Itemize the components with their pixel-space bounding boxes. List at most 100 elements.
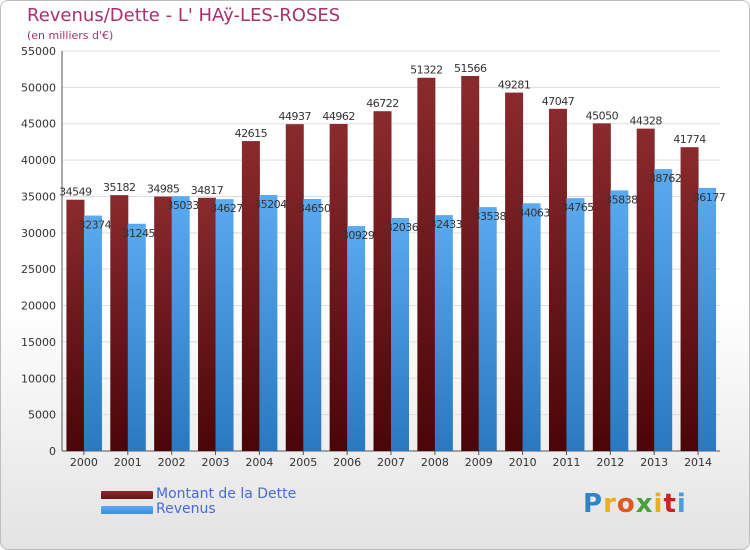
logo-letter: i: [676, 489, 687, 519]
chart-subtitle: (en milliers d'€): [27, 29, 114, 42]
bar-debt: [198, 197, 217, 451]
data-label-revenue: 30929: [342, 229, 375, 242]
bar-revenue: [259, 194, 278, 452]
bar-revenue: [654, 169, 673, 451]
data-label-debt: 46722: [366, 97, 399, 110]
x-tick-label: 2000: [70, 456, 98, 469]
data-label-debt: 44328: [629, 115, 662, 128]
y-tick-label: 35000: [21, 190, 56, 203]
logo-letter: i: [653, 489, 664, 519]
logo-letter: o: [616, 489, 636, 519]
legend-label-revenue: Revenus: [156, 501, 216, 517]
x-tick-label: 2005: [289, 456, 317, 469]
x-tick-label: 2013: [640, 456, 668, 469]
bar-debt: [461, 75, 480, 451]
data-label-revenue: 35204: [254, 198, 287, 211]
bar-revenue: [215, 199, 234, 451]
bar-revenue: [566, 198, 585, 451]
bar-revenue: [347, 226, 366, 451]
data-label-revenue: 34627: [210, 202, 243, 215]
logo-letter: x: [635, 489, 654, 519]
x-tick-label: 2004: [245, 456, 273, 469]
bar-revenue: [698, 187, 717, 452]
logo-letter: P: [583, 489, 604, 519]
legend-item-revenue: Revenus: [101, 502, 296, 517]
proxiti-logo: Proxiti: [583, 489, 687, 519]
bar-debt: [636, 128, 655, 451]
logo-letter: t: [663, 489, 677, 519]
chart-title: Revenus/Dette - L' HAÿ-LES-ROSES: [27, 5, 341, 26]
x-tick-label: 2008: [421, 456, 449, 469]
data-label-debt: 42615: [235, 127, 268, 140]
data-label-debt: 34985: [147, 183, 180, 196]
legend-swatch-debt: [101, 490, 153, 499]
y-tick-label: 25000: [21, 263, 56, 276]
y-tick-label: 0: [49, 445, 56, 458]
data-label-debt: 51566: [454, 62, 487, 75]
bar-revenue: [83, 215, 102, 451]
data-label-revenue: 32036: [386, 221, 419, 234]
bar-debt: [548, 108, 567, 451]
data-label-revenue: 34650: [298, 202, 331, 215]
y-tick-label: 55000: [21, 45, 56, 58]
data-label-revenue: 38762: [649, 172, 682, 185]
bar-debt: [680, 147, 699, 451]
data-label-debt: 47047: [542, 95, 575, 108]
data-label-revenue: 32433: [430, 218, 463, 231]
bar-debt: [329, 124, 348, 452]
data-label-revenue: 36177: [693, 191, 726, 204]
data-label-revenue: 31245: [123, 227, 156, 240]
x-tick-label: 2010: [509, 456, 537, 469]
data-label-revenue: 33538: [473, 210, 506, 223]
bar-debt: [285, 124, 304, 451]
y-tick-label: 5000: [28, 409, 56, 422]
x-tick-label: 2006: [333, 456, 361, 469]
bar-revenue: [171, 196, 190, 451]
data-label-debt: 34817: [191, 184, 224, 197]
y-tick-label: 40000: [21, 154, 56, 167]
data-label-revenue: 32374: [79, 219, 112, 232]
x-tick-label: 2007: [377, 456, 405, 469]
y-tick-label: 50000: [21, 81, 56, 94]
data-label-debt: 35182: [103, 181, 136, 194]
data-label-revenue: 34063: [517, 206, 550, 219]
data-label-debt: 45050: [586, 109, 619, 122]
y-tick-label: 45000: [21, 118, 56, 131]
bar-debt: [66, 199, 85, 451]
bar-revenue: [127, 223, 146, 451]
bar-debt: [592, 123, 611, 451]
bar-debt: [505, 92, 524, 452]
bar-revenue: [478, 207, 497, 451]
x-tick-label: 2001: [114, 456, 142, 469]
y-tick-label: 20000: [21, 300, 56, 313]
data-label-debt: 51322: [410, 64, 443, 77]
x-tick-label: 2012: [596, 456, 624, 469]
logo-letter: r: [603, 489, 617, 519]
legend-swatch-revenue: [101, 505, 153, 514]
data-label-debt: 34549: [59, 186, 92, 199]
data-label-revenue: 35033: [166, 199, 199, 212]
legend-label-debt: Montant de la Dette: [156, 486, 297, 502]
bar-debt: [241, 141, 260, 451]
data-label-revenue: 34765: [561, 201, 594, 214]
data-label-revenue: 35838: [605, 193, 638, 206]
y-tick-label: 15000: [21, 336, 56, 349]
y-tick-label: 10000: [21, 372, 56, 385]
x-tick-label: 2009: [465, 456, 493, 469]
x-tick-label: 2011: [552, 456, 580, 469]
bar-revenue: [303, 199, 322, 451]
legend: Montant de la Dette Revenus: [101, 487, 296, 517]
bar-debt: [154, 196, 173, 451]
bar-revenue: [610, 190, 629, 452]
data-label-debt: 41774: [673, 133, 706, 146]
data-label-debt: 49281: [498, 79, 531, 92]
y-tick-label: 30000: [21, 227, 56, 240]
data-label-debt: 44962: [322, 110, 355, 123]
x-tick-label: 2014: [684, 456, 712, 469]
x-tick-label: 2003: [202, 456, 230, 469]
bar-debt: [373, 111, 392, 451]
bar-revenue: [522, 203, 541, 451]
bar-debt: [110, 195, 129, 451]
legend-item-debt: Montant de la Dette: [101, 487, 296, 502]
